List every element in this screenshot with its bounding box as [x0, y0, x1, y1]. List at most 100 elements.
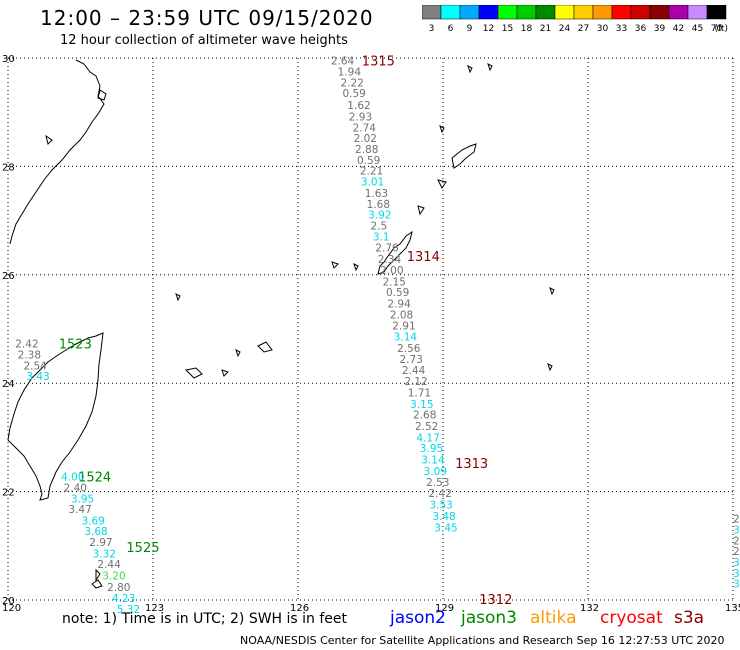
wave-height-label: 2.88 [355, 144, 378, 156]
color-scale-label: 45 [692, 24, 703, 34]
color-scale-unit: (ft) [714, 24, 728, 34]
small-island [487, 63, 493, 72]
wave-height-label: 1.68 [367, 199, 390, 211]
wave-height-label: 2.21 [360, 166, 383, 178]
wave-height-label: 2.76 [375, 243, 399, 255]
wave-height-label: 2.64 [331, 56, 355, 68]
wave-height-label: 2.15 [383, 276, 406, 288]
wave-height-label: 3.15 [410, 399, 433, 411]
okinawa-coastline [377, 230, 413, 275]
latitude-label: 20 [2, 596, 15, 607]
color-scale-label: 18 [521, 24, 533, 34]
color-scale-label: 9 [467, 24, 473, 34]
wave-height-label: 3.92 [368, 210, 391, 222]
color-scale-label: 30 [597, 24, 609, 34]
pass-number-label: 1523 [59, 338, 92, 353]
wave-height-label: 2.68 [413, 410, 436, 422]
color-scale-label: 33 [616, 24, 627, 34]
lat-lon-grid [7, 57, 734, 601]
wave-height-label: 2.42 [429, 488, 452, 500]
color-scale-label: 70 [711, 24, 723, 34]
pass-number-label: 1312 [479, 593, 512, 608]
small-island [439, 125, 445, 134]
wave-height-label: 2.52 [415, 421, 438, 433]
wave-height-label: 3.14 [421, 455, 445, 467]
latitude-label: 30 [2, 54, 15, 65]
longitude-label: 123 [145, 603, 164, 614]
legend-altika: altika [530, 608, 577, 628]
legend-jason3: jason3 [461, 608, 517, 628]
wave-height-label: 2.22 [341, 77, 364, 89]
map-subtitle: 12 hour collection of altimeter wave hei… [60, 33, 348, 48]
color-scale-swatch [706, 5, 727, 20]
latitude-label: 24 [2, 379, 15, 390]
wave-height-label: 2.74 [353, 122, 377, 134]
wave-height-label: 2.54 [23, 360, 47, 372]
wave-height-label: 4.00 [61, 471, 84, 483]
small-island [235, 349, 241, 358]
yaeyama-island [184, 367, 203, 379]
longitude-label: 126 [290, 603, 309, 614]
color-scale-label: 42 [673, 24, 684, 34]
units-note: note: 1) Time is in UTC; 2) SWH is in fe… [62, 611, 348, 627]
small-island [175, 293, 181, 302]
wave-height-label: 3. [733, 568, 740, 580]
wave-height-label: 4.17 [416, 432, 439, 444]
wave-height-label: 2. [733, 535, 740, 547]
latitude-label: 28 [2, 162, 15, 173]
color-scale-label: 36 [635, 24, 647, 34]
wave-height-label: 1.71 [408, 387, 431, 399]
pass-number-label: 1313 [455, 457, 488, 472]
small-island [467, 65, 473, 74]
small-island [547, 363, 553, 372]
wave-height-label: 3. [733, 525, 740, 537]
wave-height-label: 5.32 [117, 604, 140, 616]
longitude-label: 132 [580, 603, 599, 614]
wave-height-label: 1.94 [338, 67, 362, 79]
longitude-label: 129 [435, 603, 454, 614]
wave-height-label: 3.43 [26, 371, 49, 383]
color-scale-label: 3 [429, 24, 435, 34]
wave-height-label: 3.01 [361, 177, 384, 189]
wave-height-label: 2.02 [354, 133, 377, 145]
wave-height-label: 2.73 [400, 354, 423, 366]
wave-height-label: 3.47 [68, 504, 91, 516]
wave-height-label: 2.40 [64, 482, 87, 494]
wave-height-label: 2.42 [15, 339, 38, 351]
color-scale-label: 15 [502, 24, 513, 34]
pass-number-label: 1525 [126, 541, 159, 556]
wave-height-label: 3.95 [71, 494, 94, 506]
wave-height-label: 2.38 [18, 349, 41, 361]
color-scale-label: 21 [540, 24, 551, 34]
wave-height-label: 2.80 [107, 582, 130, 594]
wave-height-label: 1.62 [347, 100, 370, 112]
latitude-label: 26 [2, 271, 15, 282]
wave-height-label: 3.95 [420, 443, 443, 455]
wave-height-label: 3.45 [434, 522, 457, 534]
small-island [331, 261, 339, 269]
wave-height-label: 2.44 [402, 365, 426, 377]
wave-height-label: 3.48 [432, 511, 455, 523]
wave-height-label: 3.68 [84, 526, 107, 538]
legend-cryosat: cryosat [600, 608, 663, 628]
legend-s3a: s3a [674, 608, 705, 628]
amami-coastline [451, 143, 477, 169]
wave-height-label: 2.12 [404, 376, 427, 388]
wave-height-label: 3.1 [373, 231, 390, 243]
wave-height-label: 3.14 [394, 332, 418, 344]
wave-height-label: 2.53 [426, 477, 449, 489]
wave-height-label: 2.56 [397, 343, 421, 355]
daito-island [549, 287, 555, 296]
wave-height-label: 0.59 [357, 155, 380, 167]
wave-height-label: 2.44 [97, 559, 121, 571]
wave-height-label: 3.09 [424, 466, 447, 478]
color-scale-label: 27 [578, 24, 589, 34]
latitude-label: 22 [2, 488, 15, 499]
taiwan-coastline [7, 332, 104, 501]
wave-height-label: 3. [733, 579, 740, 591]
wave-height-label: 3.32 [93, 548, 116, 560]
pass-number-label: 1524 [78, 470, 111, 485]
wave-height-label: 4.23 [112, 593, 135, 605]
wave-height-label: 0.59 [386, 287, 409, 299]
small-island [221, 369, 229, 377]
